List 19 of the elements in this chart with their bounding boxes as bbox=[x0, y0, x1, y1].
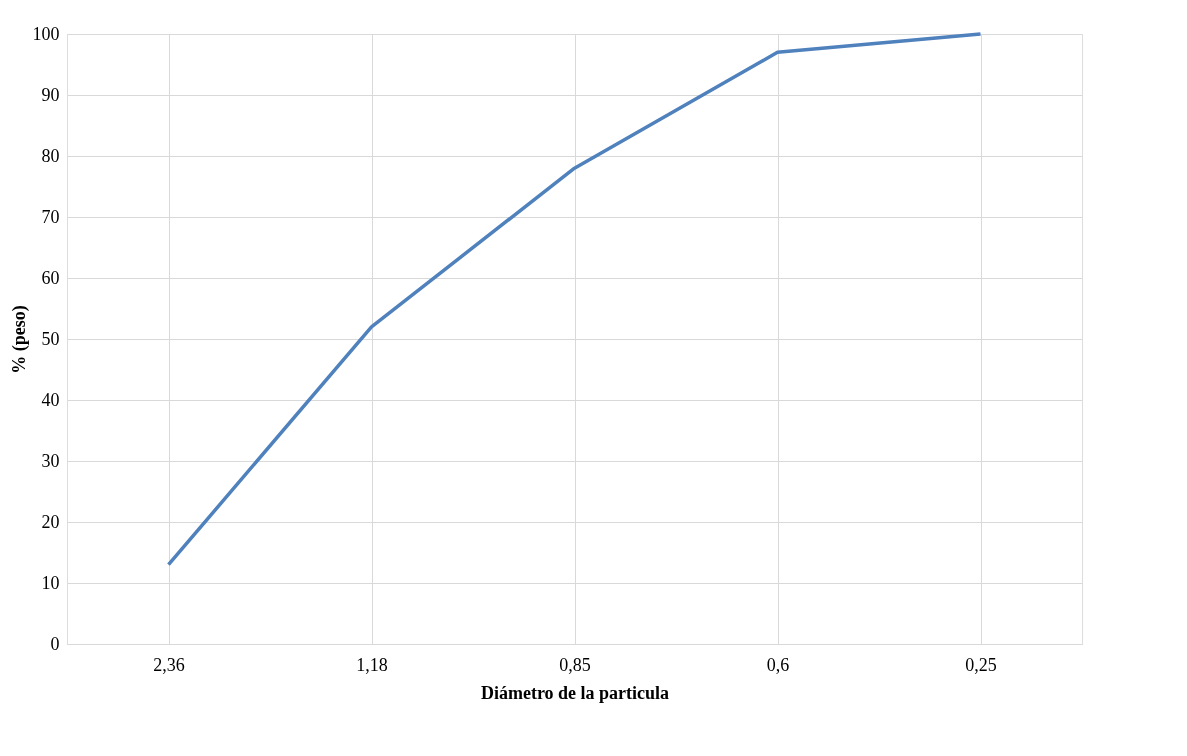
x-tick-label: 0,6 bbox=[766, 654, 790, 675]
x-tick-label: 2,36 bbox=[153, 654, 185, 675]
y-tick-label: 60 bbox=[41, 267, 60, 288]
line-series bbox=[166, 32, 983, 567]
y-tick-label: 0 bbox=[50, 633, 60, 654]
y-tick-label: 50 bbox=[41, 328, 60, 349]
y-tick-label: 10 bbox=[41, 572, 60, 593]
x-tick-label: 1,18 bbox=[356, 654, 388, 675]
y-tick-label: 30 bbox=[41, 450, 60, 471]
y-axis-title: % (peso) bbox=[8, 305, 30, 374]
x-axis-title: Diámetro de la particula bbox=[480, 682, 670, 703]
x-tick-label: 0,85 bbox=[559, 654, 591, 675]
x-tick-label: 0,25 bbox=[965, 654, 997, 675]
y-tick-label: 40 bbox=[41, 389, 60, 410]
y-tick-label: 20 bbox=[41, 511, 60, 532]
y-tick-label: 70 bbox=[41, 206, 60, 227]
y-tick-label: 90 bbox=[41, 84, 60, 105]
y-tick-label: 80 bbox=[41, 145, 60, 166]
y-tick-label: 100 bbox=[32, 23, 60, 44]
